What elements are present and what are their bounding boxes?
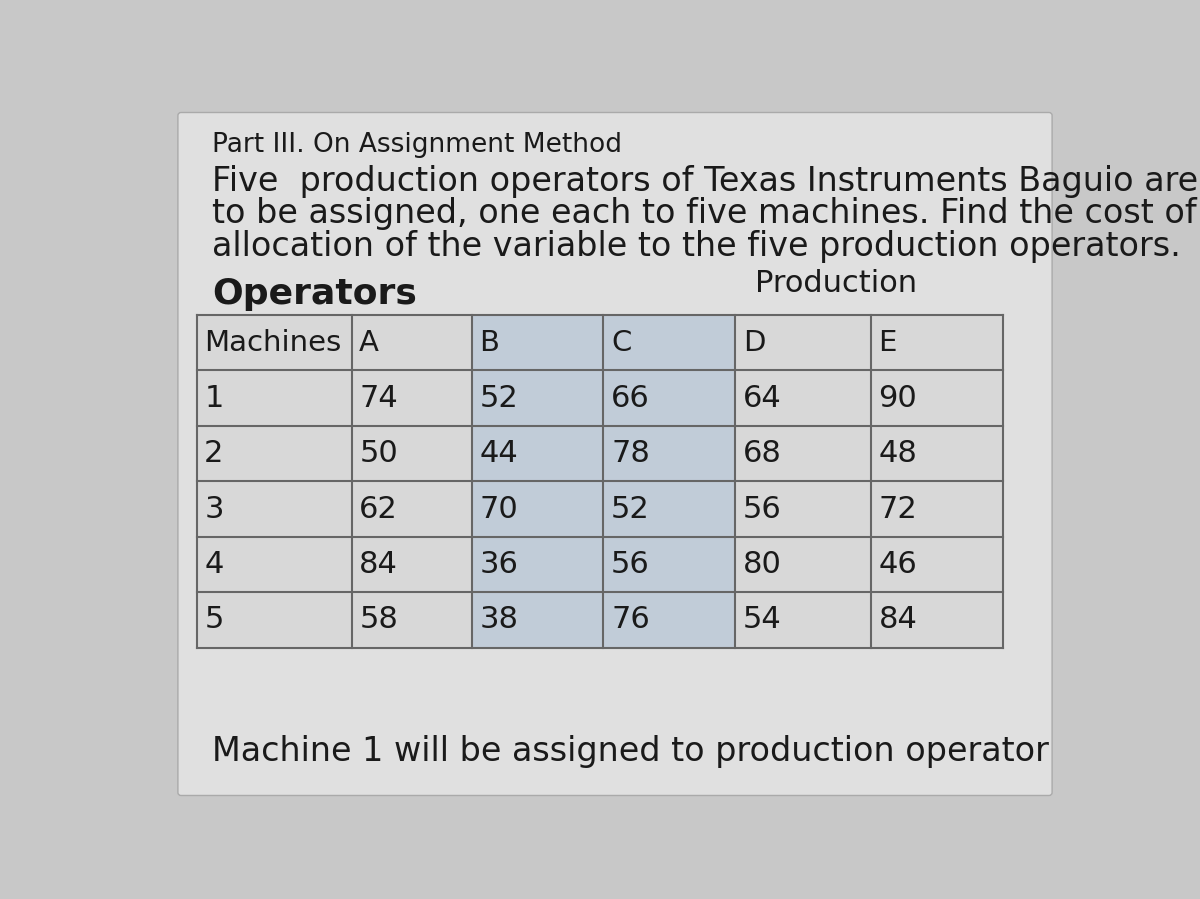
Text: E: E — [878, 329, 896, 357]
Bar — [472, 315, 604, 647]
Bar — [197, 315, 1002, 647]
Text: 46: 46 — [878, 550, 917, 579]
Text: 78: 78 — [611, 439, 650, 468]
Text: 64: 64 — [743, 384, 781, 413]
Text: 90: 90 — [878, 384, 917, 413]
Text: Machines: Machines — [204, 329, 342, 357]
FancyBboxPatch shape — [178, 112, 1052, 796]
Text: 48: 48 — [878, 439, 917, 468]
Text: 3: 3 — [204, 494, 223, 523]
Text: 84: 84 — [359, 550, 398, 579]
Text: 62: 62 — [359, 494, 398, 523]
Text: B: B — [479, 329, 499, 357]
Text: 58: 58 — [359, 605, 398, 635]
Text: 56: 56 — [743, 494, 781, 523]
Bar — [604, 315, 736, 647]
Text: 66: 66 — [611, 384, 650, 413]
Text: 56: 56 — [611, 550, 650, 579]
Text: C: C — [611, 329, 631, 357]
Text: 4: 4 — [204, 550, 223, 579]
Text: Part III. On Assignment Method: Part III. On Assignment Method — [212, 132, 622, 157]
Text: allocation of the variable to the five production operators.: allocation of the variable to the five p… — [212, 229, 1181, 263]
Text: 5: 5 — [204, 605, 223, 635]
Text: 84: 84 — [878, 605, 917, 635]
Text: 74: 74 — [359, 384, 398, 413]
Text: 2: 2 — [204, 439, 223, 468]
Text: 1: 1 — [204, 384, 223, 413]
Text: 54: 54 — [743, 605, 781, 635]
Text: 70: 70 — [479, 494, 518, 523]
Text: D: D — [743, 329, 766, 357]
Text: 72: 72 — [878, 494, 917, 523]
Text: 38: 38 — [479, 605, 518, 635]
Text: A: A — [359, 329, 379, 357]
Text: 80: 80 — [743, 550, 781, 579]
Text: 36: 36 — [479, 550, 518, 579]
Text: Five  production operators of Texas Instruments Baguio are: Five production operators of Texas Instr… — [212, 165, 1198, 198]
Text: Machine 1 will be assigned to production operator: Machine 1 will be assigned to production… — [212, 734, 1049, 768]
Text: 52: 52 — [611, 494, 650, 523]
Text: 50: 50 — [359, 439, 398, 468]
Text: 44: 44 — [479, 439, 518, 468]
Text: Operators: Operators — [212, 277, 416, 310]
Text: 76: 76 — [611, 605, 650, 635]
Text: 52: 52 — [479, 384, 518, 413]
Text: Production: Production — [755, 269, 917, 298]
Text: to be assigned, one each to five machines. Find the cost of: to be assigned, one each to five machine… — [212, 197, 1196, 230]
Text: 68: 68 — [743, 439, 781, 468]
